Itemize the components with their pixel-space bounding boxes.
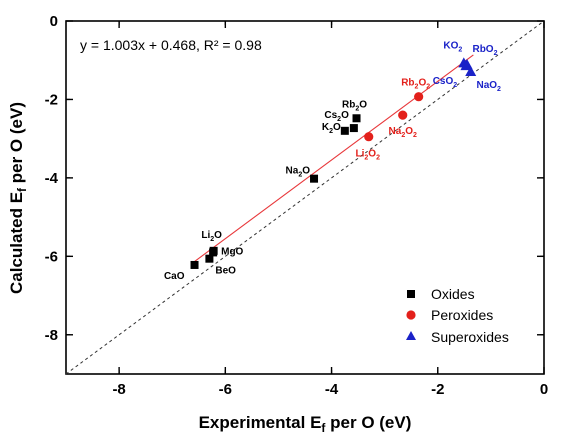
legend-marker-superoxides bbox=[406, 331, 416, 340]
point-label: Rb2​O bbox=[342, 99, 367, 112]
y-tick-label: -6 bbox=[45, 248, 58, 265]
fit-line bbox=[193, 54, 474, 263]
point-label: K2​O bbox=[322, 122, 341, 135]
legend-label-peroxides: Peroxides bbox=[431, 307, 493, 323]
oxides-point bbox=[349, 124, 358, 133]
legend-label-oxides: Oxides bbox=[431, 286, 475, 302]
y-tick-label: -2 bbox=[45, 91, 58, 108]
x-tick-label: -4 bbox=[325, 381, 339, 398]
x-tick-label: -8 bbox=[112, 381, 125, 398]
data-points-group bbox=[190, 57, 477, 269]
point-label: Li2​O2​ bbox=[355, 149, 380, 162]
y-tick-label: 0 bbox=[50, 13, 58, 30]
peroxides-point bbox=[398, 110, 408, 120]
peroxides-point bbox=[364, 132, 374, 142]
point-label: NaO2​ bbox=[476, 80, 501, 93]
oxides-point bbox=[190, 260, 199, 269]
point-label: Na2​O bbox=[286, 166, 311, 179]
x-tick-label: -6 bbox=[219, 381, 232, 398]
legend-marker-peroxides bbox=[406, 310, 416, 320]
plot-frame bbox=[65, 20, 545, 375]
oxides-point bbox=[209, 246, 218, 255]
point-label: MgO bbox=[221, 246, 243, 257]
x-tick-label: -2 bbox=[431, 381, 444, 398]
legend: Oxides Peroxides Superoxides bbox=[406, 286, 509, 345]
x-tick-label: 0 bbox=[540, 381, 548, 398]
peroxides-point bbox=[414, 92, 424, 102]
oxides-point bbox=[340, 126, 349, 135]
oxides-point bbox=[205, 254, 214, 263]
oxides-point bbox=[352, 114, 361, 123]
y-axis-title: Calculated Ef per O (eV) bbox=[7, 102, 29, 294]
fit-line-group bbox=[193, 54, 474, 263]
legend-label-superoxides: Superoxides bbox=[431, 329, 509, 345]
y-tick-label: -4 bbox=[45, 170, 59, 187]
point-label: Rb2​O2​ bbox=[401, 78, 430, 91]
point-label: CsO2​ bbox=[433, 76, 458, 89]
oxides-point bbox=[310, 174, 319, 183]
superoxides-point bbox=[465, 65, 477, 76]
point-label: CaO bbox=[164, 271, 185, 282]
legend-marker-oxides bbox=[407, 290, 415, 298]
point-label: BeO bbox=[215, 266, 236, 277]
axis-ticks-group: -8 -6 -4 -2 0 0 -2 -4 -6 -8 bbox=[45, 13, 549, 398]
point-label: RbO2​ bbox=[472, 44, 497, 57]
point-label: KO2​ bbox=[443, 40, 462, 53]
fit-equation: y = 1.003x + 0.468, R² = 0.98 bbox=[80, 37, 262, 53]
x-axis-title: Experimental Ef per O (eV) bbox=[199, 413, 412, 435]
point-label: Na2​O2​ bbox=[389, 126, 417, 139]
superoxides-point bbox=[460, 60, 472, 71]
y-tick-label: -8 bbox=[45, 327, 58, 344]
point-label: Li2​O bbox=[201, 230, 222, 243]
point-label: Cs2​O bbox=[324, 110, 349, 123]
